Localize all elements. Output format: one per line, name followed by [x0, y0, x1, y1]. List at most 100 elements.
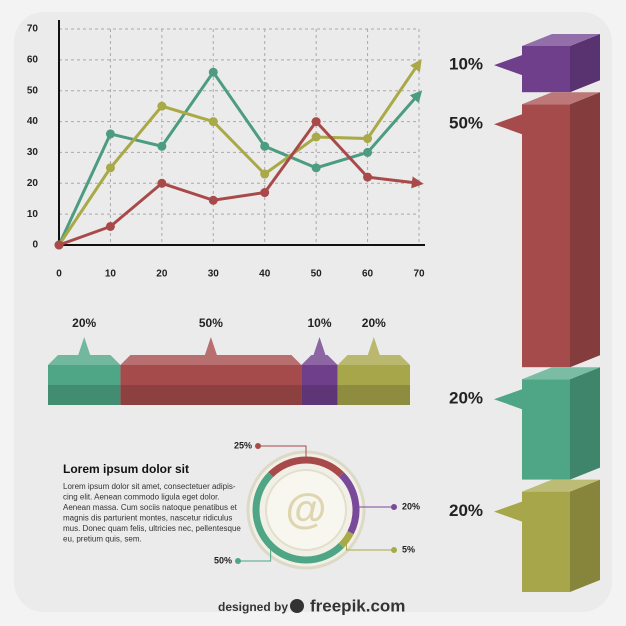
callout: [78, 337, 91, 355]
leader-dot: [235, 558, 241, 564]
bar-top: [522, 367, 600, 380]
x-tick-label: 60: [362, 269, 374, 280]
x-tick-label: 10: [105, 269, 117, 280]
segment-label: 10%: [449, 55, 483, 74]
bar-side: [570, 479, 600, 592]
line-point: [311, 132, 321, 142]
text-body-line: mus. Donec quam felis, ultricies nec, pe…: [63, 524, 241, 533]
line-point: [157, 101, 167, 111]
donut-arc: [268, 456, 344, 478]
footer-logo: [290, 599, 304, 613]
leader-dot: [391, 547, 397, 553]
bar-bottom: [337, 385, 410, 405]
x-tick-label: 70: [413, 269, 425, 280]
line-point: [105, 163, 115, 173]
donut-label: 25%: [234, 440, 252, 450]
x-tick-label: 40: [259, 269, 271, 280]
leader-dot: [391, 504, 397, 510]
text-body-line: cing elit. Aenean commodo ligula eget do…: [63, 493, 220, 502]
bar-front: [522, 46, 570, 93]
bar-side: [570, 92, 600, 368]
bar-top: [522, 34, 600, 46]
line-series: [58, 119, 424, 247]
callout: [204, 337, 217, 355]
line-point: [311, 163, 321, 173]
donut-label: 20%: [402, 501, 420, 511]
x-tick-label: 0: [56, 269, 62, 280]
text-heading: Lorem ipsum dolor sit: [63, 462, 189, 476]
segment-label: 20%: [449, 389, 483, 408]
bar-top: [337, 355, 410, 365]
y-tick-label: 50: [27, 85, 39, 96]
bar-top: [120, 355, 302, 365]
segment-label: 50%: [449, 114, 483, 133]
bar-segment: [337, 355, 410, 405]
bar-front: [301, 365, 338, 385]
line-point: [105, 129, 115, 139]
segment-label: 20%: [449, 501, 483, 520]
bar-top: [301, 355, 338, 365]
y-tick-label: 20: [27, 178, 39, 189]
text-body-line: Aenean massa. Cum sociis natoque penatib…: [63, 503, 238, 512]
text-body-line: Lorem ipsum dolor sit amet, consectetuer…: [63, 482, 236, 491]
line-point: [311, 117, 321, 127]
bar-segment: [522, 92, 600, 368]
bar-front: [522, 379, 570, 480]
bar-segment: [522, 367, 600, 480]
bar-bottom: [48, 385, 121, 405]
line-point: [260, 169, 270, 179]
segment-label: 20%: [72, 316, 96, 330]
leader-line: [354, 502, 394, 508]
text-body-line: eu, pretium quis, sem.: [63, 535, 142, 544]
bar-bottom: [120, 385, 302, 405]
bar-segment: [522, 479, 600, 592]
leader-line: [345, 539, 394, 551]
bar-side: [570, 367, 600, 480]
callout: [367, 337, 380, 355]
bar-segment: [120, 355, 302, 405]
x-tick-label: 30: [208, 269, 220, 280]
callout: [494, 501, 522, 522]
y-tick-label: 40: [27, 116, 39, 127]
bar-segment: [522, 34, 600, 93]
footer-prefix: designed by: [218, 600, 288, 614]
donut-center: @: [286, 485, 327, 532]
line-series: [57, 69, 423, 246]
line-point: [54, 240, 64, 250]
footer-brand: freepik.com: [310, 596, 405, 615]
y-tick-label: 60: [27, 54, 39, 65]
callout: [494, 389, 522, 410]
leader-dot: [255, 443, 261, 449]
line-series: [57, 58, 422, 246]
bar-segment: [301, 355, 338, 405]
x-tick-label: 50: [311, 269, 323, 280]
line-point: [260, 141, 270, 151]
bar-front: [337, 365, 410, 385]
panel: [14, 12, 612, 612]
y-tick-label: 70: [27, 24, 39, 35]
line-point: [208, 195, 218, 205]
y-tick-label: 10: [27, 209, 39, 220]
callout: [313, 337, 326, 355]
bar-front: [522, 104, 570, 368]
line-point: [363, 147, 373, 157]
segment-label: 10%: [307, 316, 331, 330]
line-point: [208, 117, 218, 127]
bar-front: [522, 491, 570, 592]
callout: [494, 114, 522, 135]
line-point: [157, 178, 167, 188]
segment-label: 20%: [362, 316, 386, 330]
bar-segment: [48, 355, 121, 405]
donut-label: 5%: [402, 544, 415, 554]
bar-top: [522, 92, 600, 105]
segment-label: 50%: [199, 316, 223, 330]
line-point: [363, 134, 373, 144]
donut-inner: [265, 469, 347, 551]
leader-line: [258, 445, 307, 460]
donut-arc: [252, 472, 344, 564]
line-point: [260, 188, 270, 198]
bar-side: [570, 34, 600, 93]
line-point: [363, 172, 373, 182]
bar-top: [522, 479, 600, 492]
